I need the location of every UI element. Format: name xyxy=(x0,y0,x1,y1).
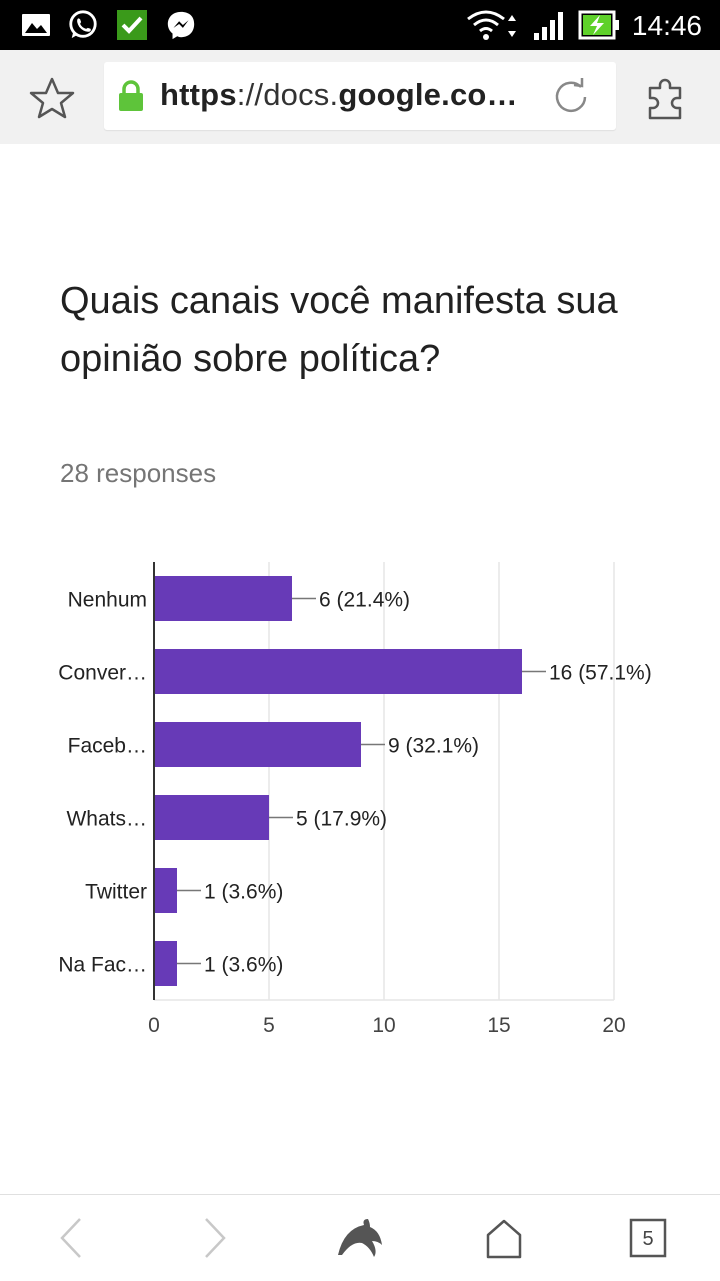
data-label-4: 1 (3.6%) xyxy=(204,881,283,904)
category-label-0: Nenhum xyxy=(68,589,147,612)
data-label-3: 5 (17.9%) xyxy=(296,808,387,831)
category-label-2: Faceb… xyxy=(68,735,147,758)
data-label-2: 9 (32.1%) xyxy=(388,735,479,758)
bar-5 xyxy=(154,941,177,986)
tabs-icon[interactable]: 5 xyxy=(628,1215,668,1261)
dolphin-icon[interactable] xyxy=(334,1215,384,1261)
battery-charging-icon xyxy=(578,10,619,40)
bar-2 xyxy=(154,722,361,767)
tab-count: 5 xyxy=(642,1228,653,1250)
x-tick-label-2: 10 xyxy=(372,1014,395,1037)
response-count: 28 responses xyxy=(60,458,217,488)
url-rest-suffix: .co… xyxy=(441,77,518,112)
check-icon xyxy=(117,10,147,40)
cell-signal-icon xyxy=(534,12,563,40)
bar-3 xyxy=(154,795,269,840)
category-label-4: Twitter xyxy=(85,881,147,904)
bar-1 xyxy=(154,649,522,694)
data-label-0: 6 (21.4%) xyxy=(319,589,410,612)
x-tick-label-1: 5 xyxy=(263,1014,275,1037)
gallery-icon xyxy=(22,14,50,36)
star-icon[interactable] xyxy=(28,76,76,120)
reload-icon[interactable] xyxy=(550,76,592,118)
clock: 14:46 xyxy=(631,10,702,41)
forward-icon[interactable] xyxy=(200,1215,230,1261)
x-tick-label-4: 20 xyxy=(602,1014,625,1037)
lock-icon xyxy=(119,80,143,111)
bar-0 xyxy=(154,576,292,621)
whatsapp-icon xyxy=(69,10,97,39)
back-icon[interactable] xyxy=(56,1215,86,1261)
bar-chart: 6 (21.4%) Nenhum 16 (57.1%) Conver… 9 (32.1%… xyxy=(58,562,652,1037)
x-tick-label-0: 0 xyxy=(148,1014,160,1037)
category-label-5: Na Fac… xyxy=(58,954,147,977)
bottom-navigation: 5 xyxy=(0,1194,720,1281)
home-icon[interactable] xyxy=(484,1215,524,1261)
data-label-5: 1 (3.6%) xyxy=(204,954,283,977)
category-label-3: Whats… xyxy=(66,808,147,831)
wifi-icon xyxy=(467,10,516,40)
url-text: https://docs.google.co… xyxy=(160,77,518,113)
question-title: Quais canais você manifesta sua opinião … xyxy=(60,280,618,380)
x-tick-label-3: 15 xyxy=(487,1014,510,1037)
url-rest-prefix: ://docs. xyxy=(236,77,339,112)
data-label-1: 16 (57.1%) xyxy=(549,662,652,685)
extension-icon[interactable] xyxy=(642,74,690,120)
url-domain: google xyxy=(338,77,442,112)
address-bar[interactable]: https://docs.google.co… xyxy=(104,62,616,130)
url-scheme: https xyxy=(160,77,237,112)
category-label-1: Conver… xyxy=(58,662,147,685)
bar-4 xyxy=(154,868,177,913)
messenger-icon xyxy=(167,11,195,40)
status-bar: 14:46 xyxy=(0,0,720,50)
browser-toolbar: https://docs.google.co… xyxy=(0,50,720,144)
